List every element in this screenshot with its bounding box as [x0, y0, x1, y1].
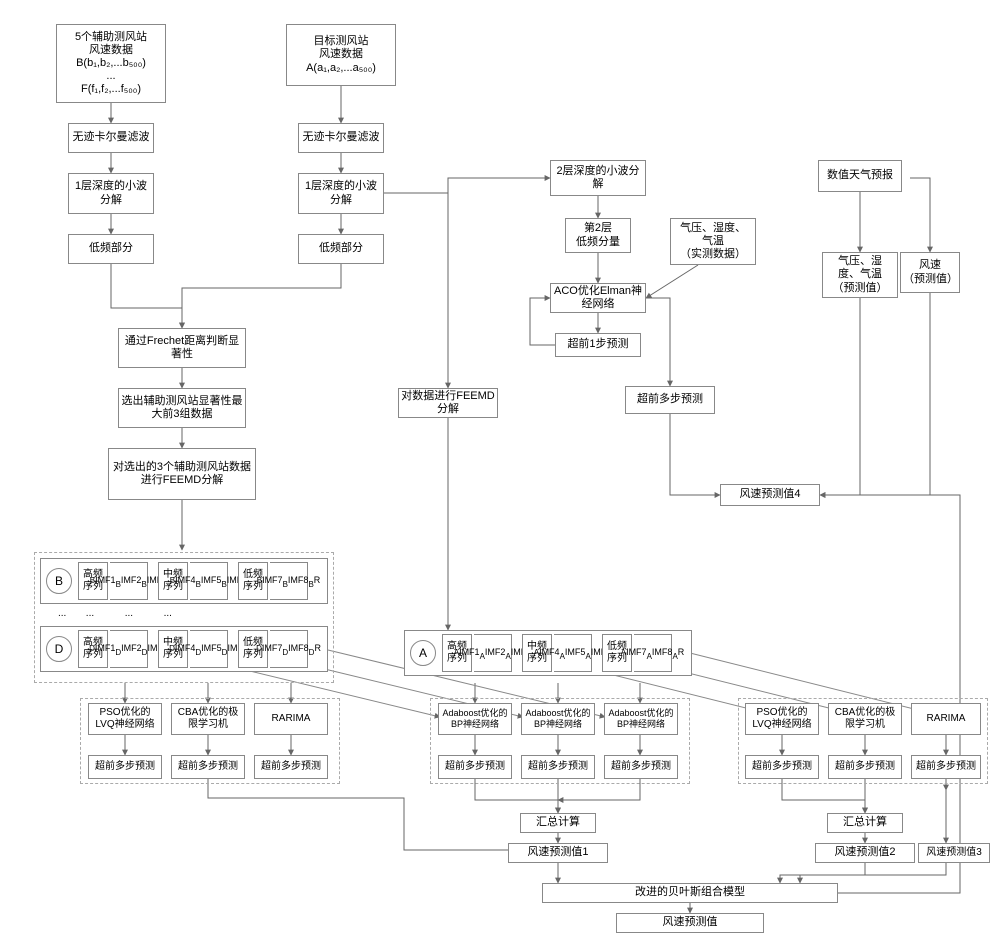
- dots-row: ... ... ... ...: [40, 608, 328, 622]
- wave2: 2层深度的小波分解: [550, 160, 646, 196]
- frechet: 通过Frechet距离判断显著性: [118, 328, 246, 368]
- b-imf-low: BIMF7BIMF8BR: [270, 562, 308, 600]
- wave1-2: 1层深度的小波分解: [298, 173, 384, 214]
- nwp: 数值天气预报: [818, 160, 902, 192]
- cba-elm-right: CBA优化的极限学习机: [828, 703, 902, 735]
- pred1: 风速预测值1: [508, 843, 608, 863]
- rarima-left: RARIMA: [254, 703, 328, 735]
- met-pred: 气压、湿度、气温（预测值）: [822, 252, 898, 298]
- feemd-tgt: 对数据进行FEEMD分解: [398, 388, 498, 418]
- lead-multi-r1: 超前多步预测: [745, 755, 819, 779]
- d-imf-high: DIMF1DIMF2DIMF3: [110, 630, 148, 668]
- lead-multi-c3: 超前多步预测: [604, 755, 678, 779]
- a-label: A: [419, 646, 427, 660]
- b-label: B: [55, 574, 63, 588]
- cba-elm-left: CBA优化的极限学习机: [171, 703, 245, 735]
- dots1: ...: [58, 608, 66, 619]
- ada-bp-1: Adaboost优化的BP神经网络: [438, 703, 512, 735]
- lead-multi-l3: 超前多步预测: [254, 755, 328, 779]
- ada-bp-3: Adaboost优化的BP神经网络: [604, 703, 678, 735]
- wave2-low: 第2层低频分量: [565, 218, 631, 253]
- lead-multi-aco: 超前多步预测: [625, 386, 715, 414]
- lead-multi-r3: 超前多步预测: [911, 755, 981, 779]
- pso-lvq-right: PSO优化的LVQ神经网络: [745, 703, 819, 735]
- circle-d: D: [46, 636, 72, 662]
- ada-bp-2: Adaboost优化的BP神经网络: [521, 703, 595, 735]
- low-2: 低频部分: [298, 234, 384, 264]
- lead1: 超前1步预测: [555, 333, 641, 357]
- pred3: 风速预测值3: [918, 843, 990, 863]
- lead-multi-l2: 超前多步预测: [171, 755, 245, 779]
- circle-a: A: [410, 640, 436, 666]
- dots4: ...: [164, 608, 172, 619]
- d-imf-low: DIMF7DIMF8DR: [270, 630, 308, 668]
- a-imf-mid: AIMF4AIMF5AIMF6: [554, 634, 592, 672]
- lead-multi-l1: 超前多步预测: [88, 755, 162, 779]
- sum2: 汇总计算: [827, 813, 903, 833]
- dots3: ...: [125, 608, 133, 619]
- final: 风速预测值: [616, 913, 764, 933]
- feemd-aux: 对选出的3个辅助测风站数据进行FEEMD分解: [108, 448, 256, 500]
- target-data-label: 目标测风站风速数据A(a₁,a₂,...a₅₀₀): [306, 35, 376, 73]
- aux-data-label: 5个辅助测风站风速数据B(b₁,b₂,...b₅₀₀)...F(f₁,f₂,..…: [75, 31, 147, 96]
- sum1: 汇总计算: [520, 813, 596, 833]
- circle-b: B: [46, 568, 72, 594]
- lead-multi-c2: 超前多步预测: [521, 755, 595, 779]
- b-imf-mid: BIMF4BIMF5BIMF6: [190, 562, 228, 600]
- ukf-2: 无迹卡尔曼滤波: [298, 123, 384, 153]
- target-data-box: 目标测风站风速数据A(a₁,a₂,...a₅₀₀): [286, 24, 396, 86]
- b-imf-high: BIMF1BIMF2BIMF3: [110, 562, 148, 600]
- low-1: 低频部分: [68, 234, 154, 264]
- lead-multi-c1: 超前多步预测: [438, 755, 512, 779]
- a-imf-low: AIMF7AIMF8AR: [634, 634, 672, 672]
- pred2: 风速预测值2: [815, 843, 915, 863]
- met-real: 气压、湿度、气温（实测数据）: [670, 218, 756, 265]
- pred4: 风速预测值4: [720, 484, 820, 506]
- pso-lvq-left: PSO优化的LVQ神经网络: [88, 703, 162, 735]
- aux-data-box: 5个辅助测风站风速数据B(b₁,b₂,...b₅₀₀)...F(f₁,f₂,..…: [56, 24, 166, 103]
- d-imf-mid: DIMF4DIMF5DIMF6: [190, 630, 228, 668]
- bayes: 改进的贝叶斯组合模型: [542, 883, 838, 903]
- dots2: ...: [86, 608, 94, 619]
- d-label: D: [55, 642, 64, 656]
- wave1-1: 1层深度的小波分解: [68, 173, 154, 214]
- pick3: 选出辅助测风站显著性最大前3组数据: [118, 388, 246, 428]
- a-imf-high: AIMF1AIMF2AIMF3: [474, 634, 512, 672]
- aco-elman: ACO优化Elman神经网络: [550, 283, 646, 313]
- lead-multi-r2: 超前多步预测: [828, 755, 902, 779]
- rarima-right: RARIMA: [911, 703, 981, 735]
- wind-pred: 风速（预测值）: [900, 252, 960, 293]
- ukf-1: 无迹卡尔曼滤波: [68, 123, 154, 153]
